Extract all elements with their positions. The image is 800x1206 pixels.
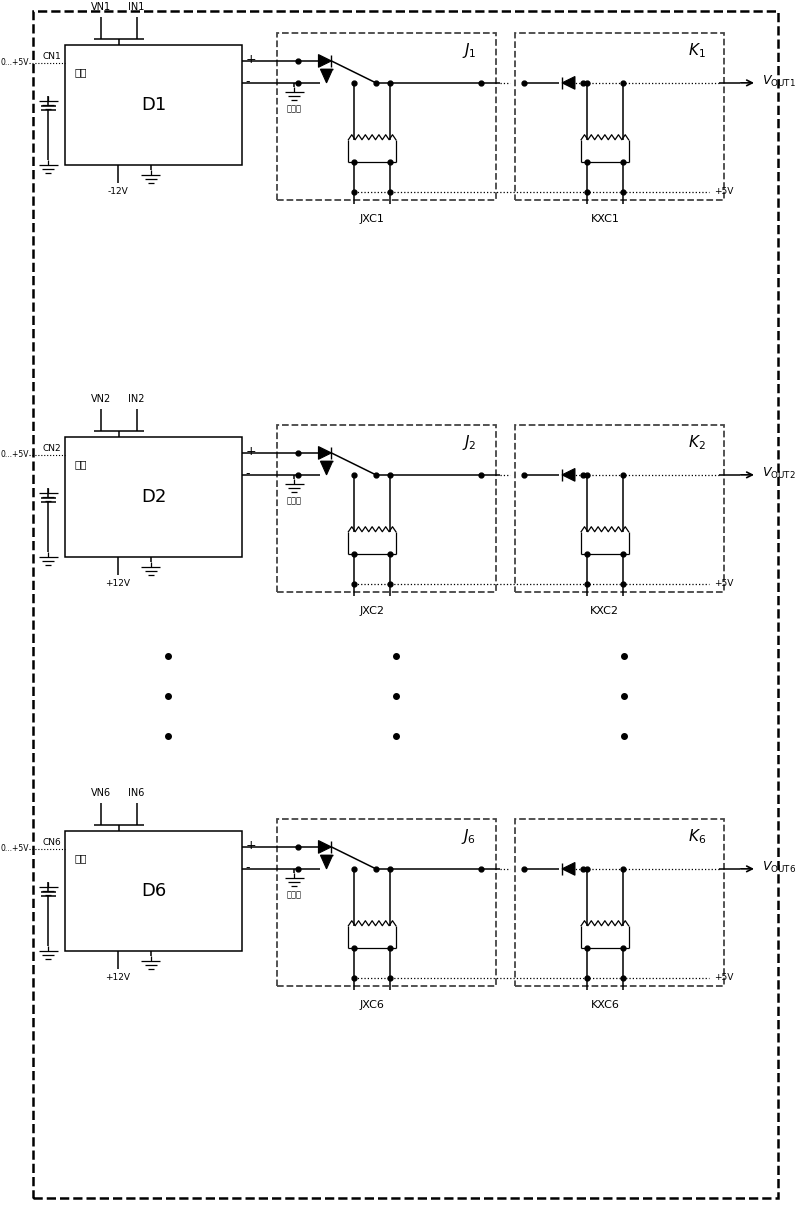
Text: KXC1: KXC1 [590, 213, 619, 223]
Text: VN2: VN2 [91, 394, 111, 404]
Text: +5V: +5V [714, 579, 734, 589]
Text: KXC6: KXC6 [590, 1000, 619, 1009]
Text: 0...+5V: 0...+5V [1, 844, 29, 854]
Text: $V_{\mathrm{OUT2}}$: $V_{\mathrm{OUT2}}$ [762, 467, 795, 481]
Polygon shape [562, 468, 575, 481]
Text: $K_{2}$: $K_{2}$ [688, 433, 706, 452]
Text: VN6: VN6 [91, 788, 111, 798]
Text: +5V: +5V [714, 187, 734, 197]
Text: D6: D6 [141, 882, 166, 900]
Text: $J_{2}$: $J_{2}$ [462, 433, 476, 452]
Text: D2: D2 [141, 487, 166, 505]
Text: 0...+5V: 0...+5V [1, 450, 29, 459]
Text: CN6: CN6 [42, 838, 62, 848]
Text: -: - [246, 468, 250, 480]
Bar [66, 45, 242, 165]
Text: CN1: CN1 [42, 52, 62, 62]
Text: 0...+5V: 0...+5V [1, 58, 29, 68]
Text: $K_{1}$: $K_{1}$ [688, 41, 706, 59]
Bar [514, 33, 724, 199]
Polygon shape [562, 862, 575, 876]
Polygon shape [318, 841, 331, 854]
Text: （地）: （地） [286, 105, 302, 113]
Bar [514, 819, 724, 985]
Text: （地）: （地） [286, 891, 302, 900]
Text: JXC2: JXC2 [360, 605, 385, 615]
Text: $J_{1}$: $J_{1}$ [462, 41, 476, 60]
Text: 输出: 输出 [74, 66, 87, 77]
Text: JXC6: JXC6 [360, 1000, 385, 1009]
Text: +: + [246, 53, 257, 66]
Text: $V_{\mathrm{OUT6}}$: $V_{\mathrm{OUT6}}$ [762, 860, 796, 876]
Text: $V_{\mathrm{OUT1}}$: $V_{\mathrm{OUT1}}$ [762, 75, 795, 89]
Text: +12V: +12V [105, 579, 130, 587]
Text: -12V: -12V [107, 187, 128, 195]
Text: KXC2: KXC2 [590, 605, 619, 615]
Text: D1: D1 [141, 95, 166, 113]
Text: （地）: （地） [286, 497, 302, 505]
Bar [277, 819, 496, 985]
Polygon shape [318, 446, 331, 459]
Text: IN2: IN2 [128, 394, 145, 404]
Text: +: + [246, 839, 257, 853]
Polygon shape [321, 462, 333, 475]
Text: +12V: +12V [105, 972, 130, 982]
Text: IN6: IN6 [128, 788, 145, 798]
Text: +5V: +5V [714, 973, 734, 982]
Polygon shape [321, 855, 333, 868]
Text: CN2: CN2 [43, 445, 62, 453]
Text: JXC1: JXC1 [360, 213, 385, 223]
Text: $K_{6}$: $K_{6}$ [688, 827, 706, 845]
Bar [66, 437, 242, 557]
Text: 输出: 输出 [74, 459, 87, 469]
Text: 输出: 输出 [74, 853, 87, 862]
Text: VN1: VN1 [91, 2, 111, 12]
Polygon shape [562, 76, 575, 89]
Text: -: - [246, 75, 250, 88]
Bar [277, 33, 496, 199]
Polygon shape [321, 69, 333, 83]
Text: IN1: IN1 [128, 2, 145, 12]
Text: -: - [246, 861, 250, 874]
Bar [514, 425, 724, 592]
Bar [277, 425, 496, 592]
Polygon shape [318, 54, 331, 68]
Bar [66, 831, 242, 950]
Text: +: + [246, 445, 257, 458]
Text: $J_{6}$: $J_{6}$ [462, 827, 477, 845]
